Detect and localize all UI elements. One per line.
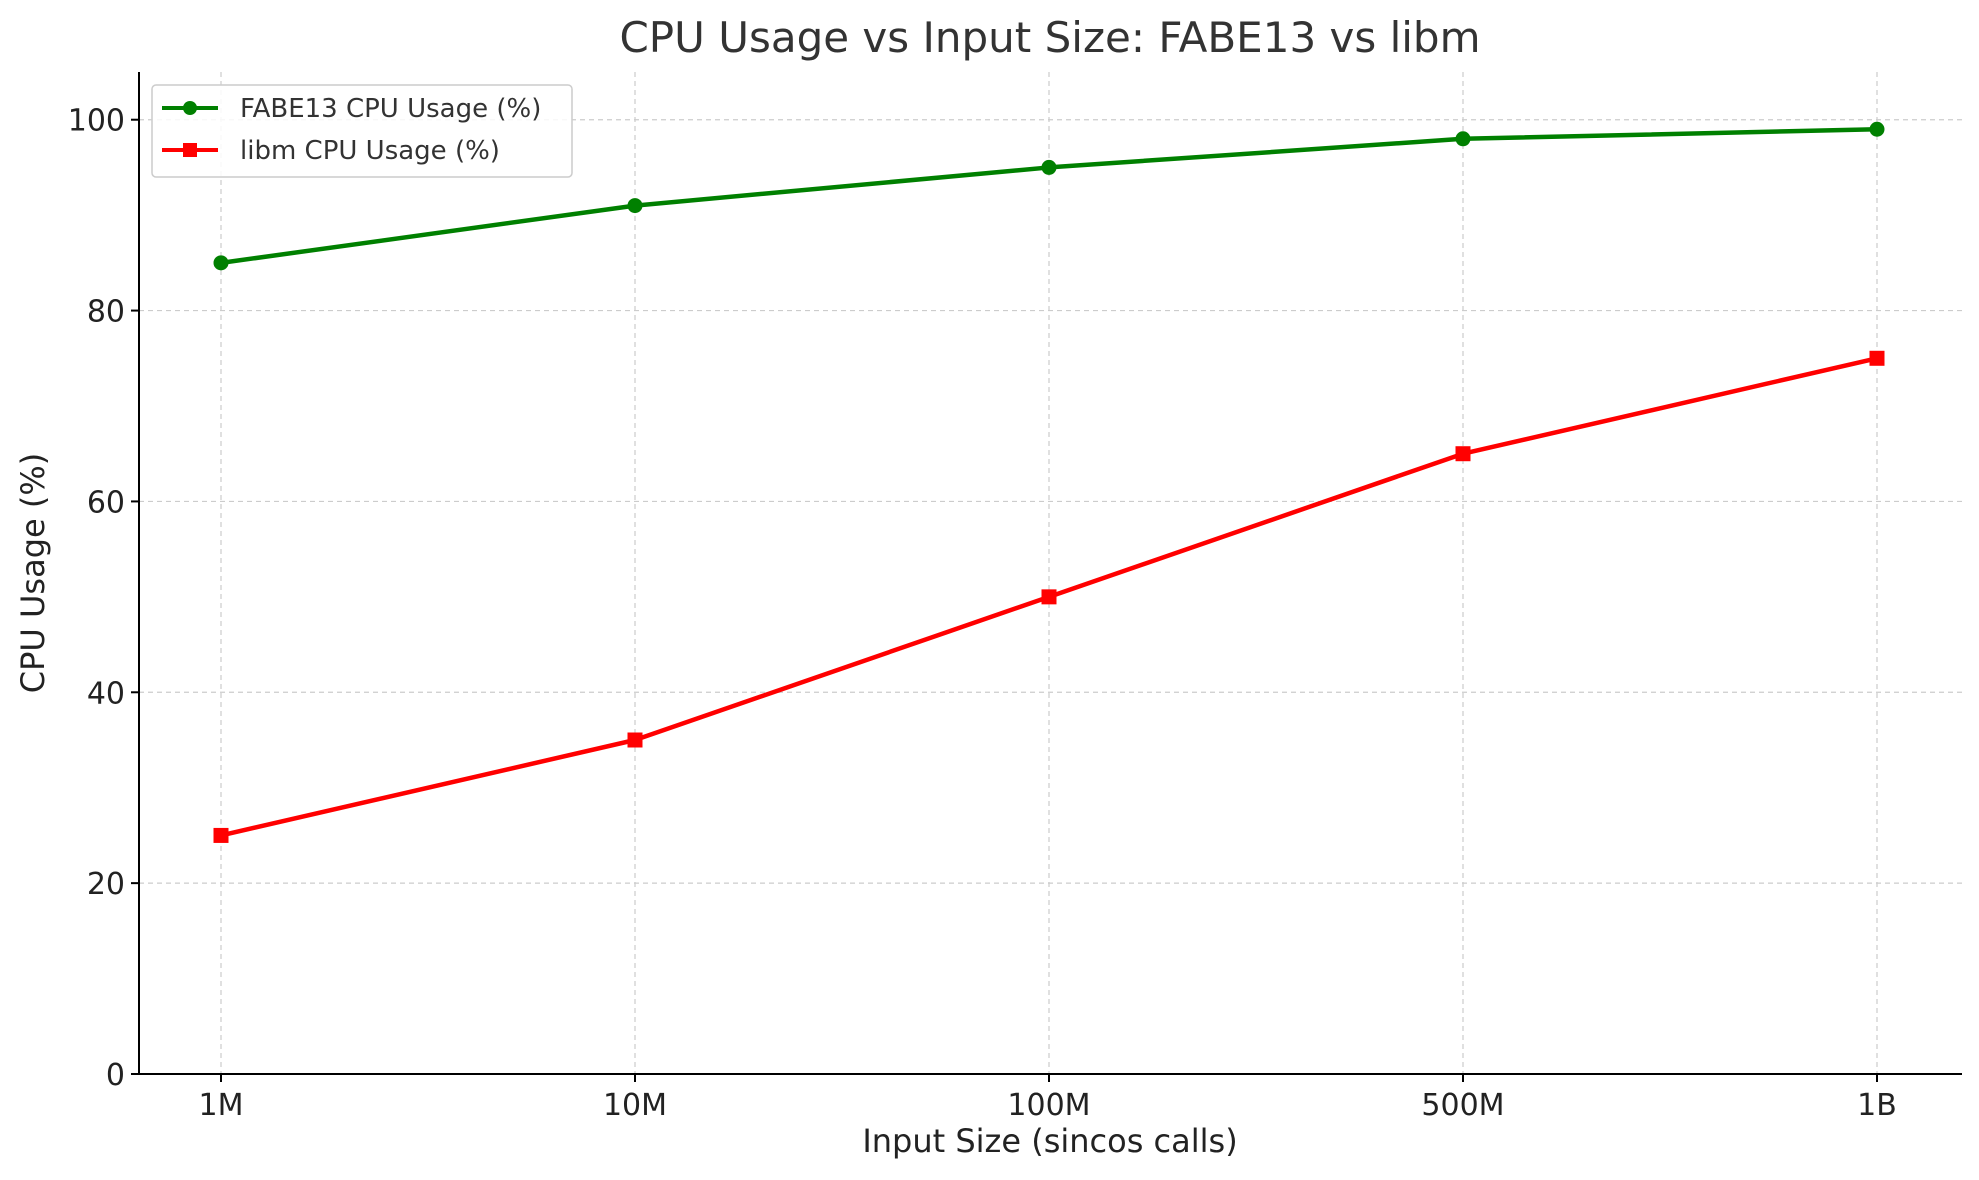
x-tick-label: 10M [603,1088,667,1123]
x-axis-ticks: 1M 10M 100M 500M 1B [199,1074,1897,1123]
data-point [1869,121,1885,137]
y-tick-label: 80 [87,295,125,330]
y-tick-label: 60 [87,485,125,520]
legend-box [151,84,573,178]
y-tick-label: 20 [87,867,125,902]
series [213,121,1885,843]
chart-title: CPU Usage vs Input Size: FABE13 vs libm [619,13,1480,62]
y-tick-label: 100 [68,104,125,139]
x-tick-label: 1B [1857,1088,1897,1123]
data-point [1455,446,1471,462]
data-point [1041,159,1057,175]
legend-marker-libm [183,143,197,157]
series-1 [213,350,1885,843]
data-point [213,827,229,843]
legend-label-fabe13: FABE13 CPU Usage (%) [240,94,541,124]
legend-marker-fabe13 [183,101,197,115]
x-tick-label: 1M [199,1088,244,1123]
data-point [627,732,643,748]
data-point [213,255,229,271]
data-point [1869,350,1885,366]
y-axis-ticks: 0 20 40 60 80 100 [68,104,139,1093]
data-point [1455,131,1471,147]
x-tick-label: 500M [1421,1088,1504,1123]
data-point [627,198,643,214]
y-tick-label: 0 [106,1058,125,1093]
data-point [1041,589,1057,605]
x-axis-label: Input Size (sincos calls) [862,1122,1237,1160]
legend-label-libm: libm CPU Usage (%) [240,136,500,166]
x-tick-label: 100M [1007,1088,1090,1123]
y-axis-label: CPU Usage (%) [14,453,52,693]
legend: FABE13 CPU Usage (%) libm CPU Usage (%) [151,84,573,178]
series-0 [213,121,1885,271]
y-tick-label: 40 [87,676,125,711]
